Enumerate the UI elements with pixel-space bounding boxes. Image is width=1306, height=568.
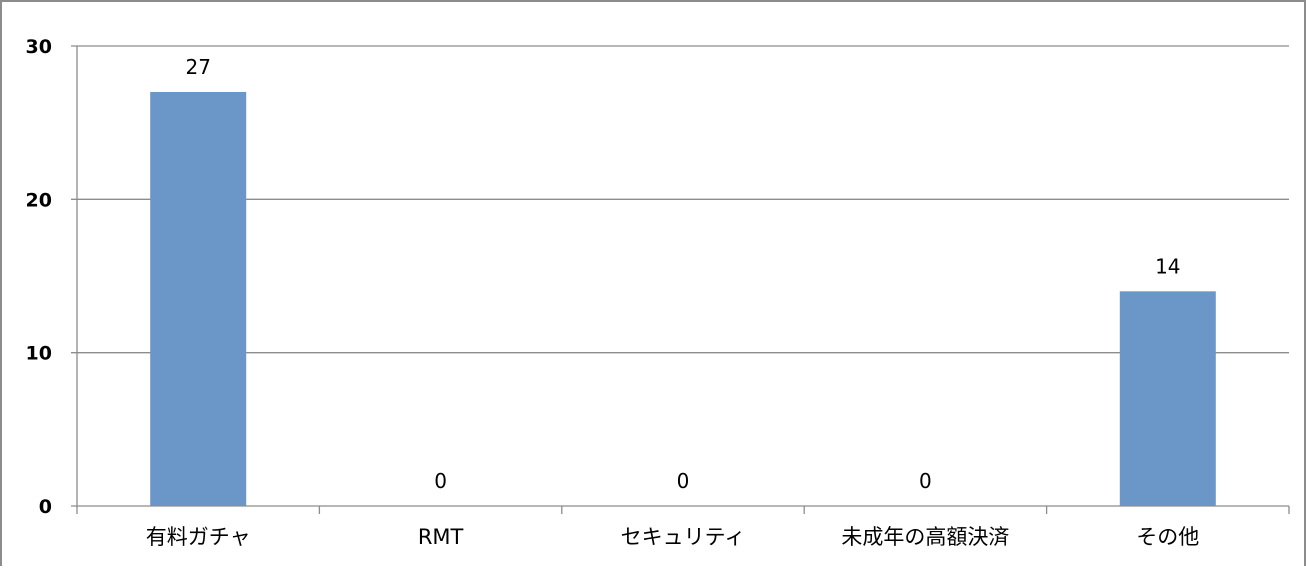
x-category-label: RMT (418, 525, 464, 549)
y-tick-label: 30 (26, 36, 52, 58)
y-tick-label: 0 (39, 496, 52, 518)
data-label: 14 (1155, 254, 1180, 278)
data-label: 0 (919, 469, 932, 493)
x-category-label: その他 (1136, 525, 1199, 549)
bar (150, 92, 247, 506)
data-label: 0 (677, 469, 690, 493)
data-label: 27 (185, 55, 210, 79)
bar (1119, 291, 1216, 506)
x-category-label: 未成年の高額決済 (841, 525, 1009, 549)
y-tick-label: 10 (26, 343, 52, 365)
y-tick-label: 20 (26, 189, 52, 211)
x-category-label: セキュリティ (621, 525, 746, 549)
x-category-label: 有料ガチャ (146, 525, 251, 549)
data-label: 0 (434, 469, 447, 493)
